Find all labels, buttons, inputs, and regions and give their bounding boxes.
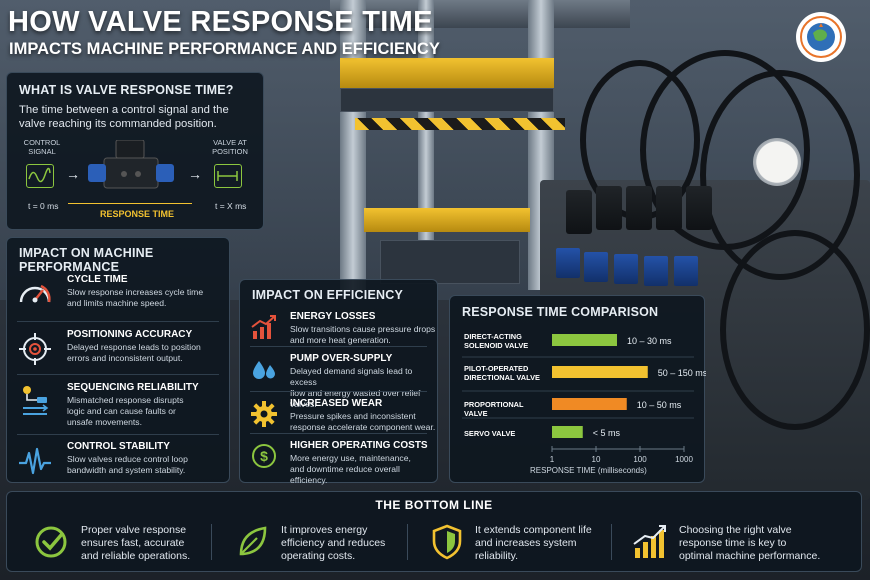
bar-value-label: 10 – 30 ms — [627, 336, 672, 346]
category-label: PILOT-OPERATED DIRECTIONAL VALVE — [464, 364, 540, 382]
x-tick-label: 10 — [592, 455, 601, 464]
sequence-icon — [17, 384, 53, 420]
item-desc: Pressure spikes and inconsistent respons… — [290, 411, 436, 432]
t-start-label: t = 0 ms — [28, 201, 59, 211]
item-desc: Slow response increases cycle time and l… — [67, 287, 204, 308]
shield-icon — [427, 522, 467, 562]
arrow-right-icon: → — [188, 166, 202, 182]
category-label: SERVO VALVE — [464, 429, 516, 438]
response-time-chart: RESPONSE TIME COMPARISON DIRECT-ACTING S… — [449, 295, 706, 483]
category-label: PROPORTIONAL VALVE — [464, 400, 524, 418]
leaf-icon — [233, 522, 273, 562]
bottom-item-text: Proper valve response ensures fast, accu… — [81, 524, 191, 562]
item-desc: Slow transitions cause pressure drops an… — [290, 324, 436, 345]
bottom-item-text: It extends component life and increases … — [475, 524, 592, 562]
performance-title: IMPACT ON MACHINE PERFORMANCE — [19, 246, 154, 274]
x-tick-label: 1 — [550, 455, 555, 464]
item-name: CONTROL STABILITY — [67, 441, 170, 452]
dollar-icon: $ — [250, 442, 278, 470]
efficiency-item-operating-costs: $ HIGHER OPERATING COSTS More energy use… — [240, 438, 437, 496]
performance-item-stability: CONTROL STABILITY Slow valves reduce con… — [7, 439, 229, 497]
bottom-item-text: Choosing the right valve response time i… — [679, 524, 821, 562]
bar-0 — [552, 334, 617, 346]
bottom-item: Proper valve response ensures fast, accu… — [33, 522, 213, 566]
bar-2 — [552, 398, 627, 410]
t-end-label: t = X ms — [215, 201, 247, 211]
bottom-line-panel: THE BOTTOM LINE Proper valve response en… — [6, 491, 862, 572]
item-name: INCREASED WEAR — [290, 398, 383, 409]
bottom-item: It improves energy efficiency and reduce… — [233, 522, 413, 566]
item-name: ENERGY LOSSES — [290, 311, 376, 322]
item-desc: More energy use, maintenance, and downti… — [290, 453, 411, 485]
item-name: POSITIONING ACCURACY — [67, 329, 193, 340]
bottom-line-title: THE BOTTOM LINE — [375, 498, 493, 512]
speedometer-icon — [17, 276, 53, 312]
position-icon — [214, 164, 242, 188]
waveform-icon — [17, 443, 53, 479]
performance-item-positioning: POSITIONING ACCURACY Delayed response le… — [7, 327, 229, 385]
definition-text: The time between a control signal and th… — [19, 104, 229, 130]
control-signal-label: CONTROL SIGNAL — [23, 138, 61, 156]
growth-chart-icon — [631, 522, 671, 562]
item-name: SEQUENCING RELIABILITY — [67, 382, 199, 393]
bar-value-label: 50 – 150 ms — [658, 368, 706, 378]
trend-up-icon — [250, 313, 278, 341]
item-desc: Mismatched response disrupts logic and c… — [67, 395, 184, 427]
bottom-item: It extends component life and increases … — [427, 522, 617, 566]
page-subtitle: IMPACTS MACHINE PERFORMANCE AND EFFICIEN… — [9, 40, 440, 58]
item-desc: Delayed demand signals lead to excess fl… — [290, 366, 421, 409]
efficiency-item-energy-losses: ENERGY LOSSES Slow transitions cause pre… — [240, 309, 437, 367]
efficiency-item-pump-oversupply: PUMP OVER-SUPPLY Delayed demand signals … — [240, 351, 437, 409]
pressure-gauge — [753, 138, 801, 186]
chart-title: RESPONSE TIME COMPARISON — [462, 305, 659, 319]
response-time-line — [68, 203, 192, 204]
bar-value-label: < 5 ms — [593, 428, 621, 438]
x-tick-label: 1000 — [675, 455, 693, 464]
performance-item-cycle-time: CYCLE TIME Slow response increases cycle… — [7, 272, 229, 330]
target-icon — [17, 331, 53, 367]
item-name: PUMP OVER-SUPPLY — [290, 353, 393, 364]
svg-text:$: $ — [260, 448, 268, 464]
page-title: HOW VALVE RESPONSE TIME — [8, 6, 433, 38]
check-circle-icon — [33, 522, 73, 562]
item-name: CYCLE TIME — [67, 274, 128, 285]
efficiency-panel: IMPACT ON EFFICIENCY ENERGY LOSSES Slow … — [239, 279, 438, 485]
valve-at-position-label: VALVE AT POSITION — [212, 138, 248, 156]
item-desc: Delayed response leads to position error… — [67, 342, 201, 363]
category-label: DIRECT-ACTING SOLENOID VALVE — [464, 332, 529, 350]
gear-icon — [250, 400, 278, 428]
x-axis-title: RESPONSE TIME (milliseconds) — [530, 466, 647, 475]
bottom-item: Choosing the right valve response time i… — [631, 522, 851, 566]
droplets-icon — [250, 355, 278, 383]
sine-wave-icon — [26, 164, 54, 188]
performance-item-sequencing: SEQUENCING RELIABILITY Mismatched respon… — [7, 380, 229, 438]
chart-plot-area: 10 – 30 ms 50 – 150 ms 10 – 50 ms < 5 ms 1 10… — [462, 334, 706, 464]
response-time-label: RESPONSE TIME — [100, 209, 175, 219]
valve-icon — [86, 139, 178, 192]
item-desc: Slow valves reduce control loop bandwidt… — [67, 454, 188, 475]
item-name: HIGHER OPERATING COSTS — [290, 440, 428, 451]
bar-1 — [552, 366, 648, 378]
efficiency-title: IMPACT ON EFFICIENCY — [252, 288, 403, 302]
arrow-right-icon: → — [66, 166, 80, 182]
bar-3 — [552, 426, 583, 438]
logo — [796, 12, 846, 62]
bottom-item-text: It improves energy efficiency and reduce… — [281, 524, 386, 562]
bar-value-label: 10 – 50 ms — [637, 400, 682, 410]
x-tick-label: 100 — [633, 455, 647, 464]
what-title: WHAT IS VALVE RESPONSE TIME? — [19, 83, 234, 97]
performance-panel: IMPACT ON MACHINE PERFORMANCE CYCLE TIME… — [6, 237, 230, 483]
efficiency-item-increased-wear: INCREASED WEAR Pressure spikes and incon… — [240, 396, 437, 454]
